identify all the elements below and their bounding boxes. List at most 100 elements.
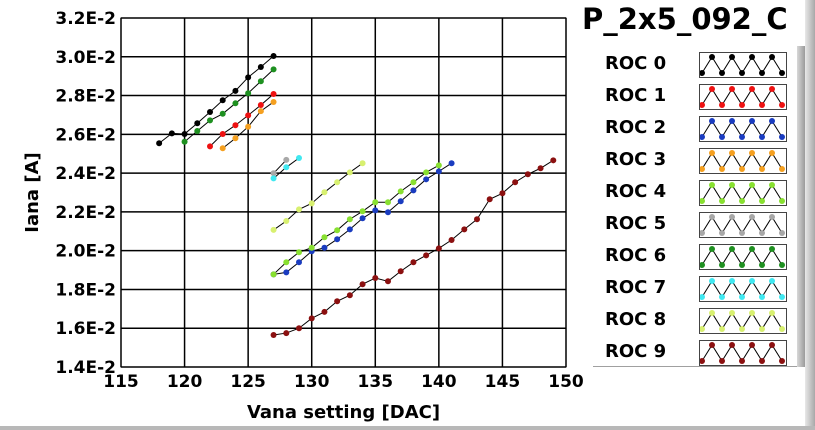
data-point (207, 109, 213, 116)
data-point (372, 275, 379, 282)
legend-item-roc-1: ROC 1 (593, 82, 797, 112)
data-point (435, 162, 442, 169)
legend-label: ROC 7 (605, 277, 667, 298)
series-line (273, 159, 287, 174)
x-tick-label: 140 (421, 372, 457, 392)
data-point (296, 154, 302, 161)
data-point (385, 209, 391, 216)
series-roc-9 (270, 157, 557, 339)
data-point (512, 179, 519, 186)
series-roc-3 (219, 98, 277, 152)
data-point (524, 171, 531, 178)
y-tick-label: 2.8E-2 (55, 87, 116, 107)
data-point (232, 135, 239, 142)
data-point (461, 226, 468, 233)
data-point (257, 78, 264, 85)
data-point (219, 110, 226, 117)
data-point (194, 120, 201, 127)
chart-title: P_2x5_092_C (582, 2, 788, 36)
legend-scrollbar[interactable] (797, 46, 805, 367)
data-point (423, 176, 430, 183)
series-line (158, 55, 274, 144)
x-axis-label: Vana setting [DAC] (247, 402, 440, 423)
x-tick-label: 115 (103, 372, 139, 392)
y-tick-label: 1.4E-2 (55, 358, 116, 378)
data-point (321, 244, 328, 251)
data-point (194, 128, 201, 135)
legend-swatch (699, 244, 787, 270)
legend-label: ROC 5 (605, 213, 667, 234)
window-frame-right (805, 0, 815, 430)
x-tick-label: 120 (167, 372, 203, 392)
y-tick-label: 3.0E-2 (55, 48, 116, 68)
data-point (232, 87, 239, 94)
legend-item-roc-5: ROC 5 (593, 210, 797, 240)
data-point (410, 259, 417, 266)
data-point (181, 138, 188, 145)
data-point (257, 102, 264, 109)
x-tick-label: 125 (230, 372, 266, 392)
data-point (448, 160, 455, 167)
data-point (283, 330, 290, 337)
x-tick-label: 145 (485, 372, 521, 392)
legend-swatch (699, 276, 787, 302)
data-point (423, 252, 430, 259)
y-tick-label: 2.2E-2 (55, 203, 116, 223)
data-point (321, 234, 328, 241)
data-point (207, 117, 213, 124)
data-point (550, 157, 557, 164)
series-roc-6 (181, 66, 277, 145)
data-point (359, 281, 366, 288)
legend-label: ROC 8 (605, 309, 667, 330)
y-axis-label: Iana [A] (22, 152, 43, 232)
data-point (245, 74, 252, 81)
legend-swatch (699, 308, 787, 334)
x-tick-label: 150 (548, 372, 584, 392)
data-point (372, 199, 379, 206)
legend-label: ROC 1 (605, 85, 667, 106)
y-tick-label: 2.4E-2 (55, 164, 116, 184)
data-point (270, 98, 277, 105)
y-tick-label: 2.6E-2 (55, 125, 116, 145)
series-roc-2 (270, 160, 455, 278)
legend-swatch (699, 180, 787, 206)
data-point (346, 292, 353, 299)
data-point (474, 216, 480, 223)
window-frame-bottom (0, 426, 815, 430)
data-point (397, 268, 404, 275)
x-tick-label: 130 (294, 372, 330, 392)
data-point (270, 66, 277, 73)
data-point (296, 206, 302, 213)
data-point (359, 208, 366, 215)
legend-swatch (699, 212, 787, 238)
legend-swatch (699, 84, 787, 110)
data-point (283, 259, 290, 266)
data-point (346, 169, 353, 176)
data-point (270, 271, 277, 278)
data-point (156, 140, 163, 147)
series-roc-4 (270, 162, 442, 278)
data-point (359, 215, 366, 222)
legend-swatch (699, 148, 787, 174)
legend-item-roc-2: ROC 2 (593, 114, 797, 144)
data-point (537, 165, 544, 172)
data-point (397, 188, 404, 195)
y-tick-label: 3.2E-2 (55, 9, 116, 29)
data-point (207, 143, 213, 150)
data-point (232, 122, 239, 129)
legend-label: ROC 0 (605, 53, 667, 74)
series-roc-8 (270, 160, 366, 233)
data-point (270, 53, 277, 60)
data-point (385, 278, 391, 285)
data-point (219, 130, 226, 137)
y-tick-label: 2.0E-2 (55, 242, 116, 262)
data-point (372, 207, 379, 214)
data-point (334, 227, 341, 234)
data-point (296, 259, 302, 266)
data-point (423, 169, 430, 176)
data-point (397, 198, 404, 205)
data-point (486, 196, 493, 203)
data-point (283, 269, 290, 276)
data-point (270, 91, 277, 98)
